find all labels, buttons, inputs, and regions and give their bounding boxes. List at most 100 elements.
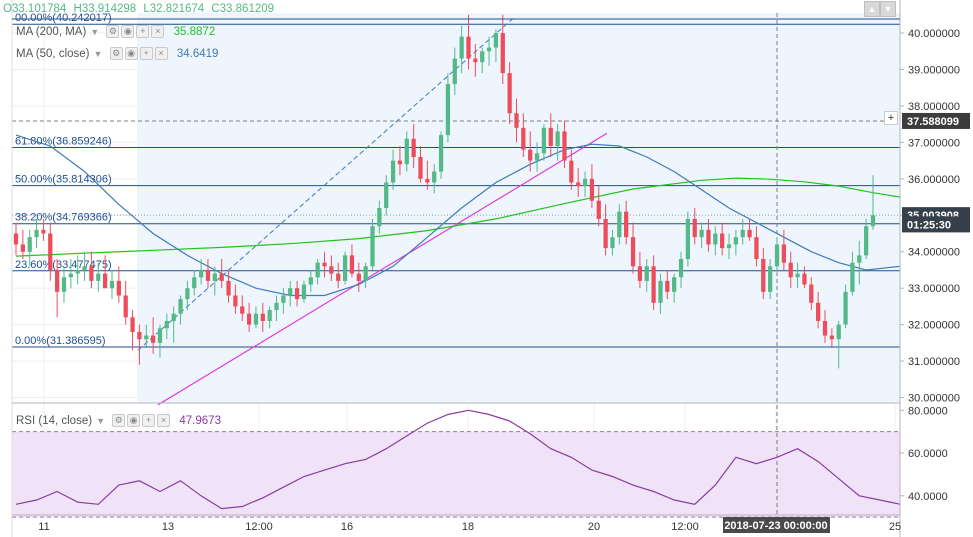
eye-icon[interactable]: ◉	[124, 47, 138, 60]
candle-body	[89, 266, 94, 281]
ohlc-close: C33.861209	[211, 3, 275, 15]
price-tick-label: 39.000000	[908, 64, 960, 76]
candle-body	[41, 229, 46, 234]
candle-body	[795, 273, 800, 278]
rsi-legend[interactable]: RSI (14, close) ▼ ⚙ ◉ + × 47.9673	[16, 414, 221, 427]
price-tick-label: 33.000000	[908, 283, 960, 295]
scale-down-icon[interactable]: ▼	[880, 1, 896, 17]
settings-icon[interactable]: ⚙	[112, 414, 126, 427]
price-tick-label: 37.000000	[908, 137, 960, 149]
candle-body	[301, 284, 307, 300]
candle-body	[699, 229, 704, 238]
candle-body	[144, 335, 149, 340]
candle-body	[363, 266, 368, 281]
rsi-tick-label: 60.0000	[908, 448, 948, 460]
fib-level-label: 00.00%(40.242017)	[15, 12, 112, 24]
time-tick-label: 20	[588, 521, 600, 533]
close-icon[interactable]: ×	[154, 47, 168, 60]
rsi-line	[15, 409, 942, 510]
fib-level-label: 61.80%(36.859246)	[15, 136, 112, 148]
candle-body	[548, 127, 553, 147]
candle-body	[720, 233, 725, 249]
fib-level-label: 38.20%(34.769366)	[15, 212, 112, 224]
close-icon[interactable]: ×	[157, 414, 171, 427]
price-tick-label: 32.000000	[908, 320, 960, 332]
candle-body	[569, 160, 574, 183]
candle-body	[55, 269, 60, 292]
candle-body	[822, 320, 828, 336]
ma50-legend[interactable]: MA (50, close) ▼ ⚙ ◉ + × 34.6419	[16, 47, 218, 60]
candle-body	[432, 171, 437, 183]
candle-body	[843, 291, 848, 325]
eye-icon[interactable]: ◉	[127, 414, 141, 427]
candle-body	[624, 211, 629, 238]
add-icon[interactable]: +	[139, 47, 153, 60]
fib-trend-line	[137, 18, 514, 351]
ohlc-low: L32.821674	[143, 3, 205, 15]
candle-body	[781, 244, 786, 263]
candle-body	[68, 273, 73, 278]
candle-body	[740, 229, 745, 238]
trend-line	[157, 132, 608, 406]
candle-body	[486, 47, 492, 52]
trend-lines	[12, 13, 900, 515]
pattern-shade	[137, 13, 900, 403]
candle-body	[404, 138, 409, 165]
settings-icon[interactable]: ⚙	[109, 47, 123, 60]
candle-body	[246, 313, 252, 325]
candle-body	[870, 215, 876, 227]
close-icon[interactable]: ×	[151, 25, 165, 38]
candle-body	[672, 277, 677, 292]
ma200-legend[interactable]: MA (200, MA) ▼ ⚙ ◉ + × 35.8872	[16, 25, 215, 38]
candle-body	[390, 160, 396, 183]
candle-body	[816, 302, 821, 321]
candle-body	[466, 36, 471, 59]
chevron-down-icon[interactable]: ▼	[90, 26, 100, 37]
chevron-down-icon[interactable]: ▼	[96, 415, 105, 426]
candle-body	[774, 244, 780, 267]
candle-body	[356, 273, 361, 281]
candle-body	[308, 277, 313, 285]
ma50-value: 34.6419	[176, 47, 219, 60]
candle-body	[850, 262, 855, 292]
candle-body	[185, 288, 190, 300]
candle-body	[178, 299, 183, 314]
candle-body	[514, 113, 519, 128]
eye-icon[interactable]: ◉	[121, 25, 135, 38]
add-icon[interactable]: +	[136, 25, 150, 38]
candle-body	[610, 237, 615, 249]
candle-body	[541, 127, 547, 154]
price-badge-label: 37.588099	[907, 116, 959, 128]
settings-icon[interactable]: ⚙	[106, 25, 120, 38]
candle-body	[630, 237, 636, 267]
candle-body	[253, 313, 259, 325]
candle-body	[281, 295, 286, 303]
price-axis-bg	[900, 0, 973, 537]
candle-body	[528, 149, 533, 161]
add-icon[interactable]: +	[142, 414, 156, 427]
candle-body	[315, 262, 320, 278]
add-alert-icon[interactable]: +	[884, 111, 898, 125]
candle-body	[157, 328, 163, 343]
candle-body	[82, 266, 87, 270]
price-tick-label: 38.000000	[908, 101, 960, 113]
moving-averages	[15, 134, 901, 297]
candle-body	[123, 295, 128, 318]
candle-body	[555, 131, 560, 147]
candle-body	[582, 178, 588, 187]
rsi-tick-label: 80.0000	[908, 405, 948, 417]
candle-body	[425, 178, 430, 183]
candle-body	[370, 226, 375, 267]
candle-body	[267, 310, 272, 321]
scale-up-icon[interactable]: ▲	[864, 1, 880, 17]
candle-body	[212, 273, 217, 281]
chevron-down-icon[interactable]: ▼	[93, 48, 103, 59]
candle-body	[96, 273, 101, 281]
candle-body	[377, 208, 382, 227]
ma200-value: 35.8872	[173, 25, 216, 38]
axes: 40.000000 39.000000 38.000000 37.000000 36.0…	[11, 0, 973, 537]
candle-body	[233, 295, 238, 307]
candle-body	[836, 324, 841, 340]
candle-body	[418, 156, 423, 179]
